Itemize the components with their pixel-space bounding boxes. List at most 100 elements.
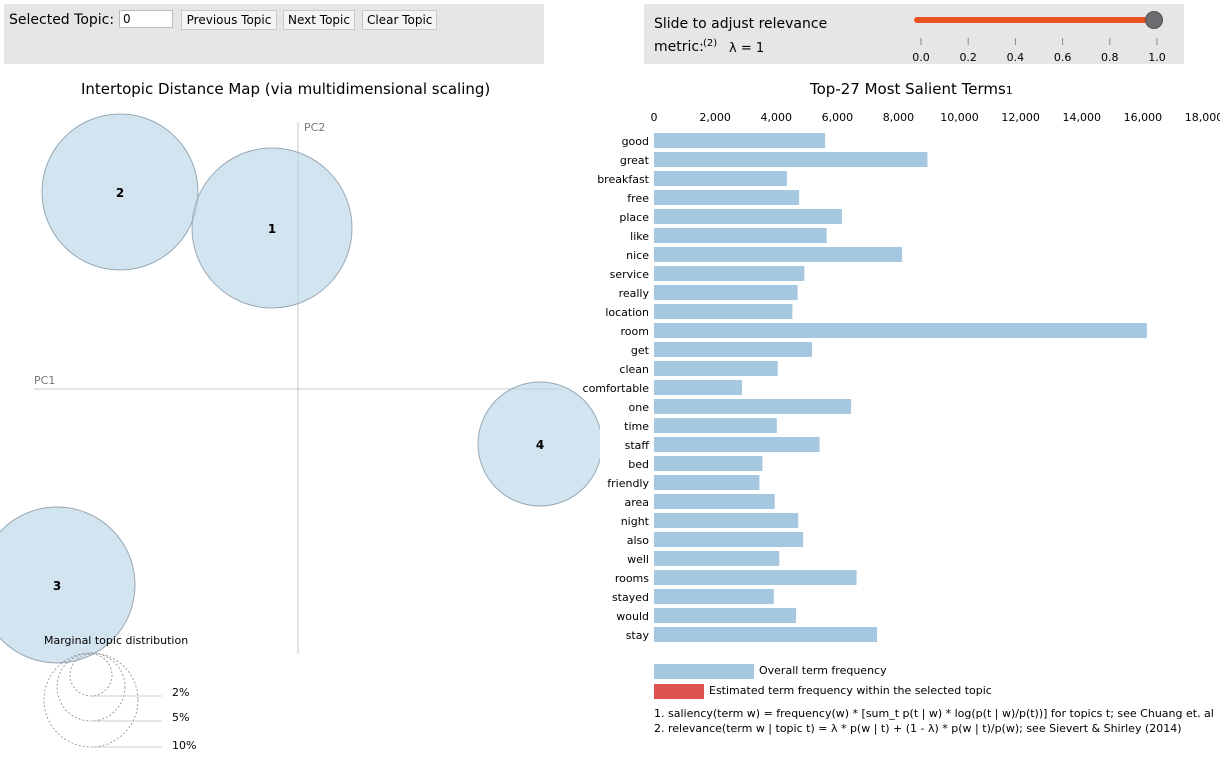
relevance-slider-thumb[interactable] bbox=[1145, 11, 1163, 29]
slider-footnote-marker: (2) bbox=[703, 38, 718, 49]
term-label-time[interactable]: time bbox=[624, 420, 649, 433]
term-bar-stayed[interactable] bbox=[654, 589, 774, 604]
term-bar-area[interactable] bbox=[654, 494, 775, 509]
previous-topic-button[interactable]: Previous Topic bbox=[181, 10, 277, 30]
term-bar-friendly[interactable] bbox=[654, 475, 760, 490]
term-bar-comfortable[interactable] bbox=[654, 380, 742, 395]
term-bar-staff[interactable] bbox=[654, 437, 820, 452]
overall-frequency-legend-label: Overall term frequency bbox=[759, 664, 887, 677]
term-bar-location[interactable] bbox=[654, 304, 793, 319]
term-bar-stay[interactable] bbox=[654, 627, 878, 642]
term-label-service[interactable]: service bbox=[610, 268, 650, 281]
term-label-staff[interactable]: staff bbox=[625, 439, 650, 452]
marginal-distribution-title: Marginal topic distribution bbox=[44, 634, 188, 647]
intertopic-distance-map: PC2 PC1 2 1 4 3 Marginal topic distribut… bbox=[0, 113, 600, 752]
relevance-slider-panel bbox=[644, 4, 1184, 64]
topic-label-1: 1 bbox=[268, 222, 276, 236]
saliency-footnote: 1. saliency(term w) = frequency(w) * [su… bbox=[654, 707, 1214, 720]
term-label-rooms[interactable]: rooms bbox=[615, 572, 649, 585]
x-tick-label: 4,000 bbox=[760, 111, 792, 124]
term-label-well[interactable]: well bbox=[627, 553, 649, 566]
term-bar-nice[interactable] bbox=[654, 247, 903, 262]
term-bar-one[interactable] bbox=[654, 399, 852, 414]
term-bar-get[interactable] bbox=[654, 342, 812, 357]
term-label-room[interactable]: room bbox=[621, 325, 649, 338]
term-label-friendly[interactable]: friendly bbox=[607, 477, 649, 490]
slider-tick-label: 0.0 bbox=[912, 51, 930, 64]
slider-description-line1: Slide to adjust relevance bbox=[654, 16, 828, 32]
slider-tick-label: 0.8 bbox=[1101, 51, 1119, 64]
term-label-stayed[interactable]: stayed bbox=[612, 591, 649, 604]
overall-frequency-swatch bbox=[654, 664, 754, 679]
topic-label-2: 2 bbox=[116, 186, 124, 200]
clear-topic-button[interactable]: Clear Topic bbox=[362, 10, 437, 30]
topic-label-3: 3 bbox=[53, 579, 61, 593]
estimated-frequency-legend-label: Estimated term frequency within the sele… bbox=[709, 684, 992, 697]
term-label-really[interactable]: really bbox=[619, 287, 650, 300]
term-label-one[interactable]: one bbox=[629, 401, 650, 414]
term-bar-clean[interactable] bbox=[654, 361, 778, 376]
x-tick-label: 8,000 bbox=[883, 111, 915, 124]
topic-circle-3[interactable]: 3 bbox=[0, 506, 136, 664]
term-bar-night[interactable] bbox=[654, 513, 799, 528]
topic-circle-1[interactable]: 1 bbox=[191, 147, 353, 309]
next-topic-button[interactable]: Next Topic bbox=[283, 10, 355, 30]
term-bar-free[interactable] bbox=[654, 190, 800, 205]
term-label-location[interactable]: location bbox=[605, 306, 649, 319]
term-label-stay[interactable]: stay bbox=[626, 629, 650, 642]
term-bar-really[interactable] bbox=[654, 285, 798, 300]
term-bar-well[interactable] bbox=[654, 551, 780, 566]
relevance-footnote: 2. relevance(term w | topic t) = λ * p(w… bbox=[654, 722, 1182, 735]
term-bar-place[interactable] bbox=[654, 209, 842, 224]
slider-tick-label: 1.0 bbox=[1148, 51, 1166, 64]
x-tick-label: 10,000 bbox=[940, 111, 979, 124]
term-label-bed[interactable]: bed bbox=[628, 458, 649, 471]
relevance-slider-track[interactable] bbox=[914, 17, 1152, 23]
term-label-also[interactable]: also bbox=[627, 534, 650, 547]
marginal-label-2pct: 2% bbox=[172, 686, 189, 699]
term-bar-bed[interactable] bbox=[654, 456, 763, 471]
term-label-good[interactable]: good bbox=[622, 135, 649, 148]
marginal-label-5pct: 5% bbox=[172, 711, 189, 724]
topic-circle-4[interactable]: 4 bbox=[477, 381, 600, 507]
salient-terms-title-text: Top-27 Most Salient Terms bbox=[810, 80, 1006, 98]
term-bar-would[interactable] bbox=[654, 608, 797, 623]
x-tick-label: 18,000 bbox=[1185, 111, 1220, 124]
term-bar-rooms[interactable] bbox=[654, 570, 857, 585]
salient-terms-title: Top-27 Most Salient Terms1 bbox=[810, 80, 1013, 98]
term-label-like[interactable]: like bbox=[630, 230, 649, 243]
term-bar-service[interactable] bbox=[654, 266, 805, 281]
lambda-value-label: λ = 1 bbox=[729, 41, 765, 56]
marginal-label-10pct: 10% bbox=[172, 739, 196, 752]
term-label-free[interactable]: free bbox=[627, 192, 649, 205]
term-label-area[interactable]: area bbox=[624, 496, 649, 509]
term-bar-like[interactable] bbox=[654, 228, 827, 243]
term-label-place[interactable]: place bbox=[619, 211, 649, 224]
term-bar-time[interactable] bbox=[654, 418, 777, 433]
term-label-nice[interactable]: nice bbox=[626, 249, 649, 262]
term-label-night[interactable]: night bbox=[621, 515, 650, 528]
salient-terms-title-footnote: 1 bbox=[1005, 84, 1013, 97]
term-label-would[interactable]: would bbox=[616, 610, 649, 623]
term-bar-good[interactable] bbox=[654, 133, 826, 148]
topic-circle-2[interactable]: 2 bbox=[41, 113, 199, 271]
slider-axis: 0.0 0.2 0.4 0.6 0.8 1.0 bbox=[912, 38, 1166, 64]
estimated-frequency-swatch bbox=[654, 684, 704, 699]
x-tick-label: 2,000 bbox=[699, 111, 731, 124]
slider-tick-label: 0.6 bbox=[1054, 51, 1072, 64]
term-bar-great[interactable] bbox=[654, 152, 928, 167]
marginal-distribution-legend: 2% 5% 10% bbox=[43, 652, 196, 752]
selected-topic-label: Selected Topic: bbox=[9, 12, 115, 28]
term-bar-room[interactable] bbox=[654, 323, 1147, 338]
term-label-clean[interactable]: clean bbox=[619, 363, 649, 376]
term-label-great[interactable]: great bbox=[620, 154, 650, 167]
term-label-get[interactable]: get bbox=[631, 344, 650, 357]
term-bar-also[interactable] bbox=[654, 532, 804, 547]
selected-topic-input[interactable] bbox=[119, 10, 173, 28]
x-tick-label: 12,000 bbox=[1001, 111, 1040, 124]
term-bar-breakfast[interactable] bbox=[654, 171, 787, 186]
term-label-breakfast[interactable]: breakfast bbox=[597, 173, 649, 186]
salient-terms-bar-chart: 0 2,000 4,000 6,000 8,000 10,000 12,000 14,000 1… bbox=[583, 111, 1220, 642]
slider-tick-label: 0.2 bbox=[959, 51, 977, 64]
term-label-comfortable[interactable]: comfortable bbox=[583, 382, 650, 395]
